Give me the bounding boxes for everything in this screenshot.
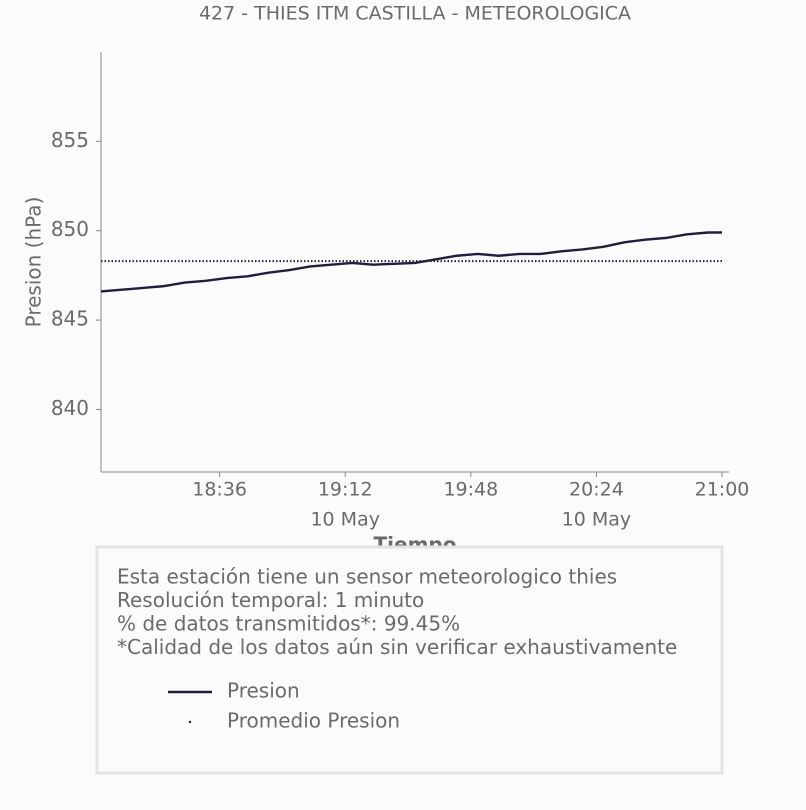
x-tick-label: 19:12 <box>318 479 373 501</box>
chart-title: 427 - THIES ITM CASTILLA - METEOROLOGICA <box>199 3 631 25</box>
x-tick-label: 20:24 <box>569 479 624 501</box>
x-tick-sublabel: 10 May <box>562 509 632 531</box>
y-tick-label: 855 <box>51 128 89 152</box>
x-tick-label: 21:00 <box>695 479 750 501</box>
info-line: Esta estación tiene un sensor meteorolog… <box>117 565 617 589</box>
info-line: Resolución temporal: 1 minuto <box>117 588 424 612</box>
series-line <box>100 231 723 293</box>
info-line: *Calidad de los datos aún sin verificar … <box>117 635 677 659</box>
legend-label: Presion <box>227 679 300 703</box>
x-tick-sublabel: 10 May <box>310 509 380 531</box>
info-line: % de datos transmitidos*: 99.45% <box>117 612 460 636</box>
y-tick-label: 840 <box>51 396 89 420</box>
x-tick-label: 18:36 <box>192 479 247 501</box>
y-axis-label: Presion (hPa) <box>22 197 46 328</box>
legend-label: Promedio Presion <box>227 709 400 733</box>
legend-swatch <box>188 720 192 724</box>
y-tick-label: 845 <box>51 307 89 331</box>
legend-box <box>95 545 724 775</box>
y-tick-label: 850 <box>51 217 89 241</box>
x-tick-label: 19:48 <box>443 479 498 501</box>
